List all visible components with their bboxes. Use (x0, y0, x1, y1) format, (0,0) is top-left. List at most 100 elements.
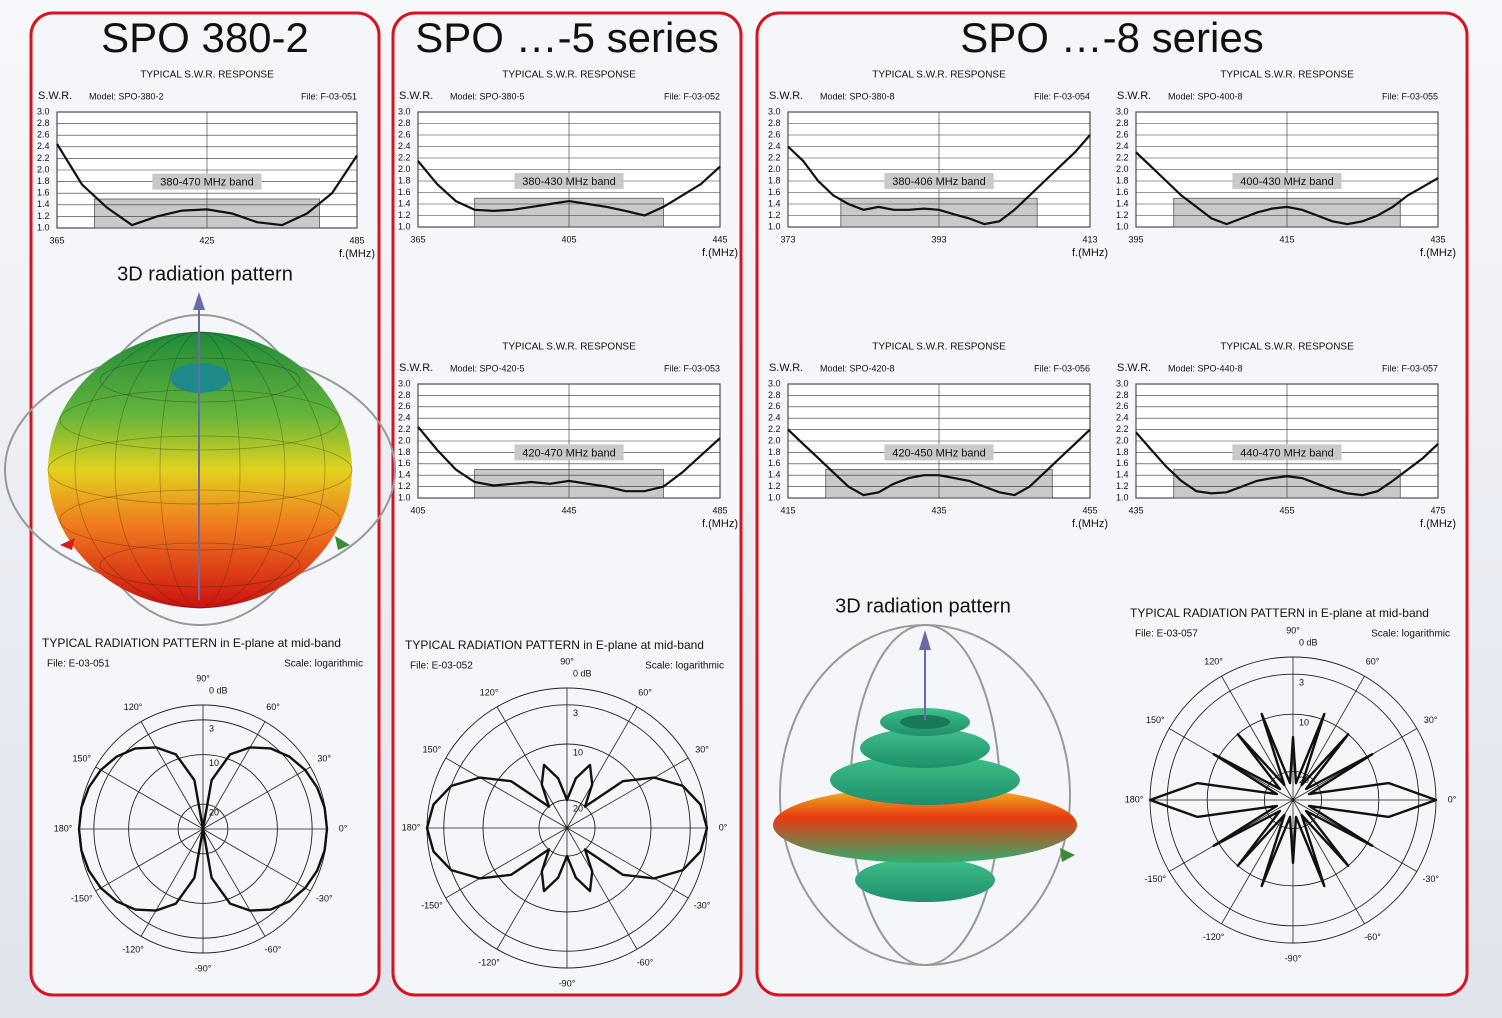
pattern-curve (1148, 712, 1438, 888)
band-label: 440-470 MHz band (1240, 447, 1334, 459)
theta-tick-label: 90° (560, 656, 574, 666)
y-tick-label: 2.6 (1116, 401, 1129, 411)
band-label-box (152, 173, 262, 190)
y-axis-label: S.W.R. (38, 90, 72, 102)
x-tick-label: 425 (199, 235, 214, 245)
y-axis-label: S.W.R. (769, 362, 803, 374)
theta-tick-label: 60° (266, 702, 280, 712)
y-tick-label: 3.0 (768, 106, 781, 116)
y-tick-label: 2.6 (398, 401, 411, 411)
theta-tick-label: 90° (1286, 625, 1300, 635)
x-axis-label: f.(MHz) (1420, 247, 1456, 259)
y-tick-label: 2.4 (398, 141, 411, 151)
swr-line (417, 426, 721, 493)
tier (830, 755, 1020, 805)
x-axis-label: f.(MHz) (702, 518, 738, 530)
theta-tick-label: -90° (1285, 953, 1302, 963)
y-tick-label: 2.2 (768, 152, 781, 162)
band-label-box (1232, 444, 1342, 461)
theta-tick-label: 120° (124, 702, 143, 712)
y-axis-label: S.W.R. (399, 90, 433, 102)
chart-title: TYPICAL S.W.R. RESPONSE (1220, 70, 1354, 81)
y-tick-label: 2.0 (37, 164, 50, 174)
y-tick-label: 1.6 (1116, 187, 1129, 197)
y-tick-label: 1.6 (768, 187, 781, 197)
band-label-box (884, 444, 994, 461)
r-tick-label: 3 (1299, 678, 1304, 688)
theta-tick-label: -60° (265, 945, 282, 955)
y-tick-label: 3.0 (37, 106, 50, 116)
x-tick-label: 393 (931, 234, 946, 244)
y-tick-label: 2.0 (1116, 164, 1129, 174)
pattern-curve (77, 746, 329, 912)
chart-title: TYPICAL S.W.R. RESPONSE (140, 70, 274, 81)
band-label: 420-450 MHz band (892, 447, 986, 459)
band-label-box (514, 444, 624, 461)
chart-title: TYPICAL S.W.R. RESPONSE (502, 342, 636, 353)
spoke (202, 766, 311, 830)
y-tick-label: 1.8 (1116, 447, 1129, 457)
theta-tick-label: -60° (637, 957, 654, 967)
spoke (566, 757, 689, 829)
y-tick-label: 2.0 (398, 435, 411, 445)
y-tick-label: 2.2 (768, 424, 781, 434)
band-label: 400-430 MHz band (1240, 176, 1334, 188)
x-axis-label: f.(MHz) (339, 248, 375, 260)
y-tick-label: 2.8 (398, 390, 411, 400)
x-tick-label: 405 (410, 505, 425, 515)
y-tick-label: 1.4 (1116, 198, 1129, 208)
spoke (566, 706, 638, 829)
chart-title: TYPICAL S.W.R. RESPONSE (1220, 342, 1354, 353)
y-tick-label: 2.4 (398, 413, 411, 423)
x-tick-label: 413 (1082, 234, 1097, 244)
r-tick-label: 0 dB (209, 685, 228, 695)
arrow (919, 630, 931, 650)
x-tick-label: 373 (780, 234, 795, 244)
spoke (1221, 675, 1294, 801)
y-tick-label: 3.0 (768, 378, 781, 388)
y-tick-label: 3.0 (1116, 378, 1129, 388)
spoke (1292, 675, 1365, 801)
y-tick-label: 1.4 (37, 199, 50, 209)
scale-label: Scale: logarithmic (1371, 629, 1450, 640)
y-tick-label: 1.8 (768, 447, 781, 457)
y-axis-label: S.W.R. (399, 362, 433, 374)
file-label: File: F-03-053 (664, 363, 720, 373)
disc-pattern (773, 624, 1077, 966)
chart-title: TYPICAL S.W.R. RESPONSE (872, 342, 1006, 353)
chart-title: TYPICAL RADIATION PATTERN in E-plane at … (1130, 606, 1429, 620)
y-tick-label: 3.0 (398, 106, 411, 116)
y-axis-label: S.W.R. (769, 90, 803, 102)
y-tick-label: 1.2 (398, 210, 411, 220)
theta-tick-label: -30° (694, 900, 711, 910)
y-tick-label: 2.2 (1116, 152, 1129, 162)
y-tick-label: 1.4 (1116, 470, 1129, 480)
theta-tick-label: -150° (71, 893, 93, 903)
r-tick-label: 3 (209, 723, 214, 733)
x-axis-label: f.(MHz) (1420, 518, 1456, 530)
x-tick-label: 445 (561, 505, 576, 515)
x-tick-label: 415 (780, 505, 795, 515)
spoke (496, 827, 568, 950)
y-tick-label: 2.8 (1116, 390, 1129, 400)
y-tick-label: 1.4 (768, 470, 781, 480)
theta-tick-label: 150° (1146, 715, 1165, 725)
x-tick-label: 485 (349, 235, 364, 245)
y-tick-label: 2.4 (37, 141, 50, 151)
file-label: File: F-03-052 (664, 91, 720, 101)
panel-title: SPO …-5 series (415, 14, 718, 61)
y-tick-label: 2.0 (398, 164, 411, 174)
chart-title: TYPICAL S.W.R. RESPONSE (502, 70, 636, 81)
file-label: File: E-03-051 (47, 659, 110, 670)
theta-tick-label: 90° (196, 673, 210, 683)
swr-line (787, 134, 1091, 226)
swr-line (1135, 431, 1439, 497)
y-tick-label: 1.2 (1116, 481, 1129, 491)
theta-tick-label: 120° (1204, 657, 1223, 667)
y-tick-label: 2.6 (398, 129, 411, 139)
y-tick-label: 1.0 (1116, 492, 1129, 502)
y-tick-label: 2.6 (768, 401, 781, 411)
theta-tick-label: 60° (1366, 657, 1380, 667)
spoke (95, 766, 204, 830)
file-label: File: F-03-055 (1382, 91, 1438, 101)
